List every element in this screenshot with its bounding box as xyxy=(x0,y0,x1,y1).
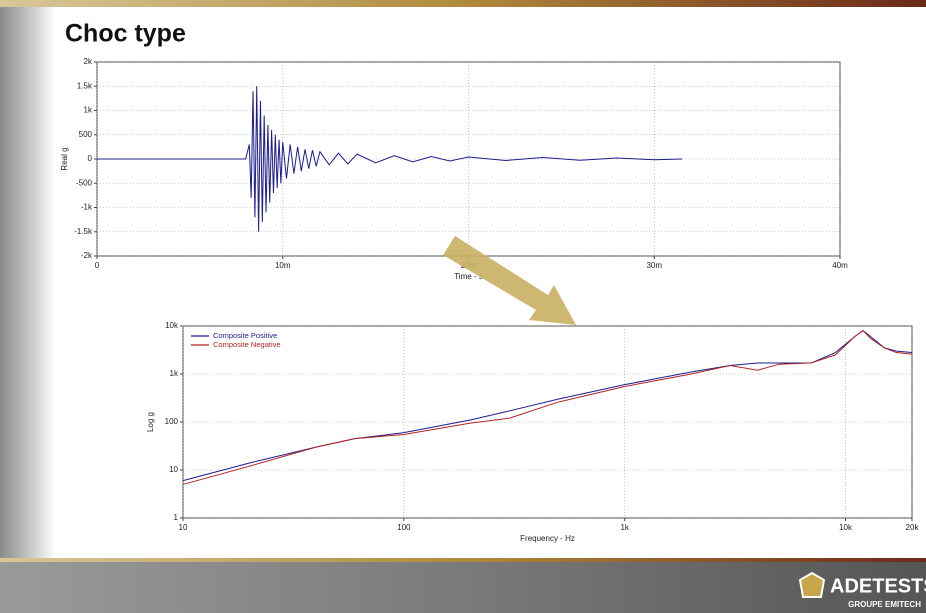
x-axis-label: Frequency - Hz xyxy=(520,534,575,543)
y-axis-label: Log g xyxy=(146,412,155,432)
logo-tagline: GROUPE EMITECH xyxy=(848,600,921,609)
y-tick-label: 1k xyxy=(170,369,179,378)
left-band xyxy=(0,0,55,560)
y-tick-label: 1.5k xyxy=(77,81,93,90)
y-tick-label: 2k xyxy=(84,57,93,66)
x-tick-label: 20k xyxy=(906,523,920,532)
x-tick-label: 40m xyxy=(832,261,848,270)
y-tick-label: -1k xyxy=(81,203,93,212)
x-tick-label: 0 xyxy=(95,261,100,270)
x-tick-label: 10 xyxy=(179,523,188,532)
legend-label: Composite Positive xyxy=(213,331,277,340)
y-tick-label: -2k xyxy=(81,251,93,260)
x-tick-label: 100 xyxy=(397,523,411,532)
top-band xyxy=(0,0,926,7)
y-tick-label: 1k xyxy=(84,106,93,115)
x-tick-label: 1k xyxy=(620,523,629,532)
y-tick-label: 1 xyxy=(174,513,179,522)
data-line xyxy=(182,329,913,485)
bottom-rule xyxy=(0,558,926,562)
y-tick-label: 10k xyxy=(165,321,179,330)
y-axis-label: Real g xyxy=(60,147,69,170)
bottom-band xyxy=(0,562,926,613)
slide-title: Choc type xyxy=(65,20,186,48)
x-tick-label: 10m xyxy=(275,261,291,270)
x-tick-label: 30m xyxy=(646,261,662,270)
plot-area xyxy=(182,325,913,519)
logo-icon xyxy=(798,571,826,598)
logo-name: ADETESTS xyxy=(830,575,926,597)
y-tick-label: 10 xyxy=(169,465,178,474)
x-tick-label: 10k xyxy=(839,523,853,532)
y-tick-label: 0 xyxy=(88,154,93,163)
y-tick-label: -500 xyxy=(76,178,93,187)
data-line xyxy=(97,86,683,232)
charts: -2k-1.5k-1k-50005001k1.5k2k010m20m30m40m… xyxy=(60,57,919,543)
y-tick-label: 100 xyxy=(165,417,179,426)
x-axis-label: Time - s xyxy=(454,272,483,281)
legend-label: Composite Negative xyxy=(213,340,281,349)
y-tick-label: -1.5k xyxy=(74,227,93,236)
y-tick-label: 500 xyxy=(79,130,93,139)
arrow xyxy=(443,236,576,325)
